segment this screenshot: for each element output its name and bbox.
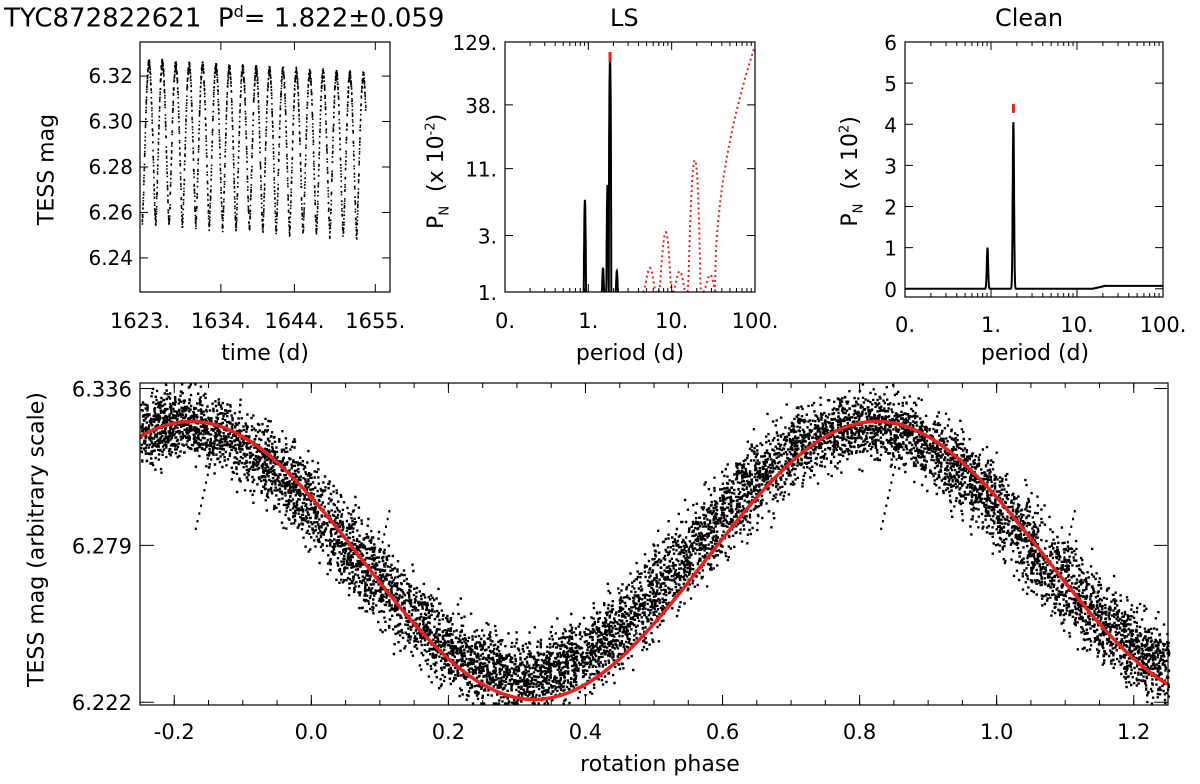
- clean-xlabel: period (d): [980, 341, 1090, 366]
- phase-panel: -0.2 0.0 0.2 0.4 0.6 0.8 1.0 1.2 6.222 6.279 6.336: [72, 378, 1171, 744]
- ls-window-line: [642, 47, 756, 293]
- phase-xtick-label: 0.8: [843, 720, 876, 744]
- ls-xtick-label: 100.: [732, 309, 779, 333]
- phase-flare: [194, 427, 220, 531]
- phase-flare: [1051, 509, 1076, 613]
- clean-ytick-label: 1: [884, 237, 897, 261]
- period-superscript: d: [233, 2, 244, 21]
- phase-xlabel: rotation phase: [580, 752, 740, 777]
- timeseries-panel: 1623. 1634. 1644. 1655. 6.24 6.26 6.28 6.30 6.32: [88, 41, 405, 333]
- ls-ytick-label: 129.: [452, 31, 497, 55]
- phase-ytick-label: 6.279: [72, 534, 132, 558]
- phase-flare: [366, 509, 391, 613]
- phase-ytick-label: 6.222: [72, 691, 132, 715]
- clean-periodogram-line: [905, 122, 1163, 290]
- phase-xtick-label: 0.6: [706, 720, 739, 744]
- timeseries-xtick-label: 1634.: [191, 309, 251, 333]
- period-symbol: P: [217, 3, 234, 34]
- phase-points: [140, 383, 1171, 705]
- period-value: = 1.822±0.059: [243, 3, 445, 34]
- clean-xtick-label: 0.: [895, 313, 915, 337]
- phase-fit-line: [139, 419, 1169, 702]
- clean-xtick-label: 10.: [1060, 313, 1093, 337]
- ls-ytick-label: 3.: [478, 224, 497, 248]
- ls-frame: [504, 41, 756, 293]
- timeseries-xtick-label: 1644.: [264, 309, 324, 333]
- clean-xtick-label: 1.: [981, 313, 1001, 337]
- timeseries-ytick-label: 6.32: [88, 64, 133, 88]
- timeseries-xtick-label: 1655.: [345, 309, 405, 333]
- clean-frame: [904, 41, 1164, 298]
- timeseries-points: [141, 58, 367, 240]
- phase-xtick-label: 1.2: [1117, 720, 1150, 744]
- clean-ytick-label: 2: [884, 196, 897, 220]
- phase-flare: [880, 427, 905, 531]
- ls-panel: 0. 1. 10. 100. 1. 3. 11. 38. 129.: [452, 31, 778, 333]
- ls-xlabel: period (d): [575, 341, 685, 366]
- phase-xtick-label: 0.2: [432, 720, 465, 744]
- ls-xtick-label: 1.: [578, 309, 598, 333]
- phase-ytick-label: 6.336: [72, 378, 132, 402]
- clean-title: Clean: [995, 4, 1064, 32]
- timeseries-ytick-label: 6.26: [88, 200, 133, 224]
- ls-periodogram-line: [582, 60, 620, 293]
- clean-ytick-label: 6: [884, 31, 897, 55]
- ls-xtick-label: 0.: [495, 309, 515, 333]
- clean-ytick-label: 4: [884, 113, 897, 137]
- phase-xtick-label: -0.2: [154, 720, 195, 744]
- clean-ytick-label: 3: [884, 154, 897, 178]
- ls-ytick-label: 11.: [465, 158, 497, 182]
- clean-ytick-label: 0: [884, 278, 897, 302]
- ls-title: LS: [610, 4, 639, 32]
- phase-xtick-label: 1.0: [980, 720, 1013, 744]
- timeseries-xlabel: time (d): [221, 341, 309, 366]
- clean-xtick-label: 100.: [1140, 313, 1187, 337]
- clean-panel: 0. 1. 10. 100. 0 1 2 3 4 5 6: [884, 31, 1186, 337]
- clean-ytick-label: 5: [884, 72, 897, 96]
- phase-xtick-label: 0.4: [569, 720, 602, 744]
- timeseries-ytick-label: 6.30: [88, 110, 133, 134]
- ls-ytick-label: 38.: [465, 94, 497, 118]
- star-id: TYC872822621: [4, 3, 202, 34]
- timeseries-ytick-label: 6.24: [88, 246, 133, 270]
- ls-xtick-label: 10.: [655, 309, 688, 333]
- timeseries-xtick-label: 1623.: [110, 309, 170, 333]
- phase-xtick-label: 0.0: [295, 720, 328, 744]
- timeseries-ytick-label: 6.28: [88, 155, 133, 179]
- ls-ytick-label: 1.: [478, 281, 497, 305]
- figure-title: TYC872822621 Pd= 1.822±0.059: [4, 2, 444, 34]
